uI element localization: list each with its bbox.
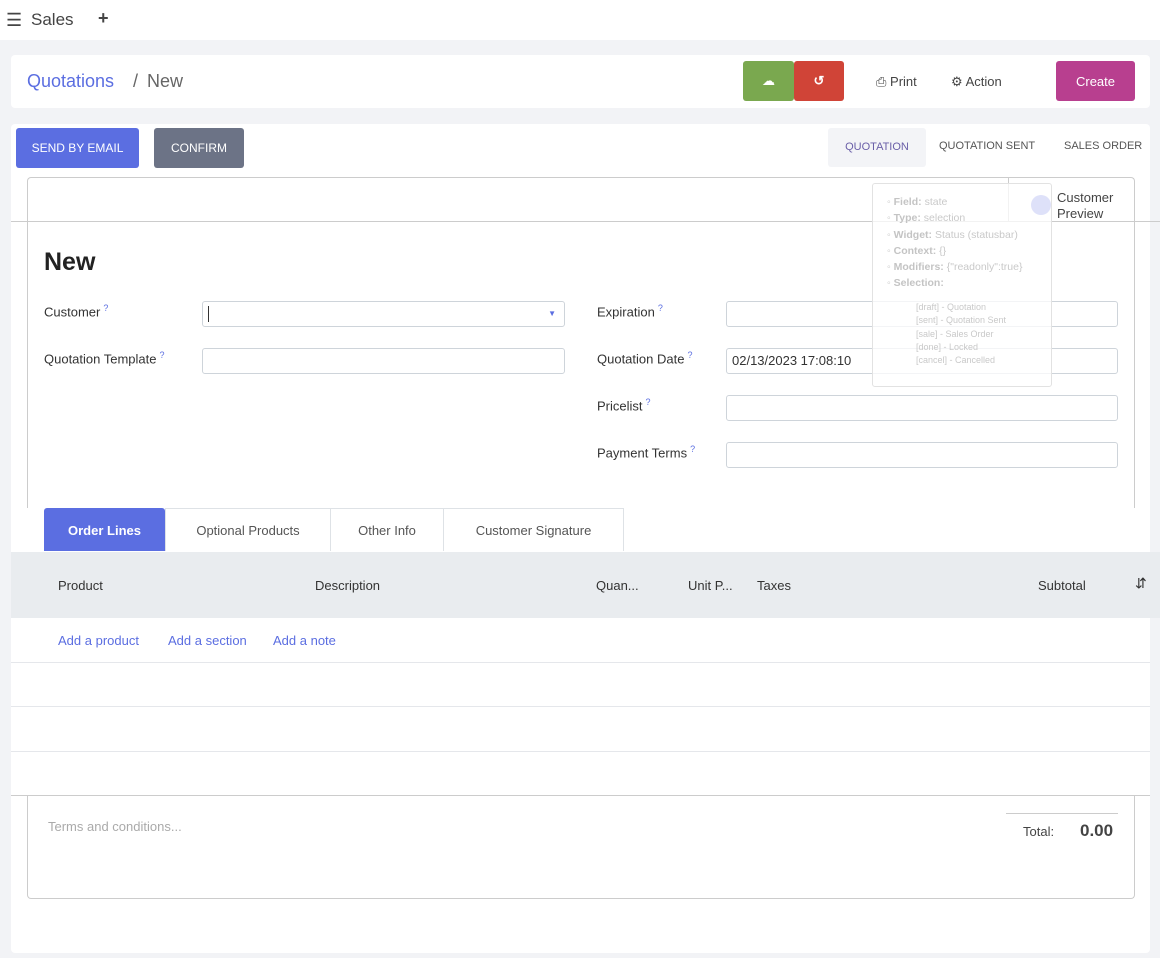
undo-icon: ↺: [813, 73, 825, 88]
column-quantity[interactable]: Quan...: [596, 578, 639, 593]
tab-order-lines[interactable]: Order Lines: [44, 508, 165, 551]
tooltip-option: [cancel] - Cancelled: [916, 355, 996, 365]
column-taxes[interactable]: Taxes: [757, 578, 791, 593]
tooltip-option: [sale] - Sales Order: [916, 329, 994, 339]
add-product-link[interactable]: Add a product: [58, 633, 139, 648]
row-divider: [11, 795, 1150, 796]
add-section-link[interactable]: Add a section: [168, 633, 247, 648]
payment-terms-label: Payment Terms?: [597, 444, 696, 461]
row-divider: [11, 706, 1150, 707]
stage-sales-order[interactable]: SALES ORDER: [1064, 140, 1143, 152]
action-button[interactable]: ⚙ Action: [951, 74, 1002, 90]
quotation-template-input[interactable]: [202, 348, 565, 374]
pricelist-input[interactable]: [726, 395, 1118, 421]
tooltip-option: [draft] - Quotation: [916, 302, 987, 312]
notes-section: [27, 796, 1135, 899]
breadcrumb-separator: /: [133, 71, 139, 91]
add-note-link[interactable]: Add a note: [273, 633, 336, 648]
gear-icon: ⚙: [951, 74, 963, 89]
pricelist-label: Pricelist?: [597, 397, 651, 414]
action-label: Action: [965, 74, 1002, 89]
optional-columns-icon[interactable]: ⇵: [1135, 575, 1147, 591]
customer-label: Customer?: [44, 303, 109, 320]
app-title[interactable]: Sales: [31, 10, 74, 29]
field-tooltip: ◦ Field: state ◦ Type: selection ◦ Widge…: [872, 183, 1052, 387]
form-title: New: [44, 248, 96, 276]
print-button[interactable]: ⎙ Print: [876, 74, 917, 90]
plus-icon[interactable]: +: [98, 8, 109, 28]
tooltip-selection: ◦ Selection:: [887, 277, 944, 289]
cloud-upload-icon: ☁: [762, 73, 775, 88]
stage-quotation[interactable]: QUOTATION: [828, 128, 926, 167]
total-value: 0.00: [1080, 821, 1114, 840]
save-button[interactable]: ☁: [743, 61, 794, 101]
breadcrumb-current: New: [147, 71, 184, 91]
printer-icon: ⎙: [876, 74, 887, 89]
row-divider: [11, 751, 1150, 752]
quotation-template-label: Quotation Template?: [44, 350, 165, 367]
create-button[interactable]: Create: [1056, 61, 1135, 101]
column-product[interactable]: Product: [58, 578, 103, 593]
column-subtotal[interactable]: Subtotal: [1038, 578, 1086, 593]
form-sheet: [27, 177, 1135, 508]
tab-other-info[interactable]: Other Info: [330, 508, 444, 551]
print-label: Print: [890, 74, 917, 89]
tooltip-type: ◦ Type: selection: [887, 212, 966, 224]
expiration-label: Expiration?: [597, 303, 663, 320]
top-bar: ☰ Sales +: [0, 0, 1160, 40]
table-header: [11, 552, 1160, 618]
control-panel: Quotations / New: [11, 55, 1150, 108]
breadcrumb-parent[interactable]: Quotations: [27, 71, 115, 91]
send-by-email-button[interactable]: SEND BY EMAIL: [16, 128, 139, 168]
quotation-date-label: Quotation Date?: [597, 350, 693, 367]
discard-button[interactable]: ↺: [794, 61, 844, 101]
customer-preview-line1: Customer: [1057, 190, 1114, 205]
column-description[interactable]: Description: [315, 578, 381, 593]
payment-terms-input[interactable]: [726, 442, 1118, 468]
tooltip-modifiers: ◦ Modifiers: {"readonly":true}: [887, 261, 1023, 273]
total-label: Total:: [1023, 824, 1055, 839]
terms-input[interactable]: Terms and conditions...: [48, 819, 182, 834]
customer-input[interactable]: ▼: [202, 301, 565, 327]
tooltip-option: [sent] - Quotation Sent: [916, 315, 1007, 325]
dropdown-caret-icon[interactable]: ▼: [548, 309, 556, 318]
row-divider: [11, 662, 1150, 663]
tooltip-context: ◦ Context: {}: [887, 245, 947, 257]
menu-icon[interactable]: ☰: [6, 10, 23, 30]
tab-customer-signature[interactable]: Customer Signature: [443, 508, 624, 551]
tooltip-widget: ◦ Widget: Status (statusbar): [887, 229, 1018, 241]
tab-optional-products[interactable]: Optional Products: [165, 508, 331, 551]
column-unit-price[interactable]: Unit P...: [688, 578, 733, 593]
button-box-divider: [11, 221, 1160, 222]
tooltip-option: [done] - Locked: [916, 342, 979, 352]
stage-quotation-sent[interactable]: QUOTATION SENT: [939, 140, 1036, 152]
confirm-button[interactable]: CONFIRM: [154, 128, 244, 168]
tooltip-field: ◦ Field: state: [887, 196, 948, 208]
customer-preview-line2: Preview: [1057, 206, 1104, 221]
total-divider: [1006, 813, 1118, 814]
